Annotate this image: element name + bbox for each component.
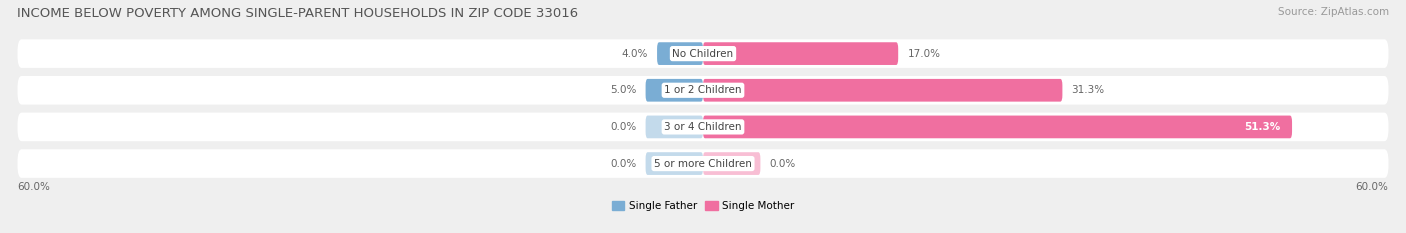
FancyBboxPatch shape <box>703 42 898 65</box>
FancyBboxPatch shape <box>645 79 703 102</box>
FancyBboxPatch shape <box>17 149 1389 178</box>
FancyBboxPatch shape <box>657 42 703 65</box>
Text: 60.0%: 60.0% <box>1355 182 1389 192</box>
Text: Source: ZipAtlas.com: Source: ZipAtlas.com <box>1278 7 1389 17</box>
FancyBboxPatch shape <box>645 116 703 138</box>
FancyBboxPatch shape <box>645 152 703 175</box>
Text: 31.3%: 31.3% <box>1071 85 1105 95</box>
FancyBboxPatch shape <box>17 76 1389 105</box>
Text: 60.0%: 60.0% <box>17 182 51 192</box>
FancyBboxPatch shape <box>17 39 1389 68</box>
Text: 0.0%: 0.0% <box>610 159 637 168</box>
FancyBboxPatch shape <box>17 113 1389 141</box>
Text: 1 or 2 Children: 1 or 2 Children <box>664 85 742 95</box>
Text: 4.0%: 4.0% <box>621 49 648 59</box>
FancyBboxPatch shape <box>703 79 1063 102</box>
Text: No Children: No Children <box>672 49 734 59</box>
FancyBboxPatch shape <box>703 152 761 175</box>
Text: 51.3%: 51.3% <box>1244 122 1281 132</box>
Text: INCOME BELOW POVERTY AMONG SINGLE-PARENT HOUSEHOLDS IN ZIP CODE 33016: INCOME BELOW POVERTY AMONG SINGLE-PARENT… <box>17 7 578 20</box>
Text: 5 or more Children: 5 or more Children <box>654 159 752 168</box>
Text: 0.0%: 0.0% <box>769 159 796 168</box>
Text: 3 or 4 Children: 3 or 4 Children <box>664 122 742 132</box>
FancyBboxPatch shape <box>703 116 1292 138</box>
Text: 5.0%: 5.0% <box>610 85 637 95</box>
Legend: Single Father, Single Mother: Single Father, Single Mother <box>607 197 799 215</box>
Text: 17.0%: 17.0% <box>907 49 941 59</box>
Text: 0.0%: 0.0% <box>610 122 637 132</box>
